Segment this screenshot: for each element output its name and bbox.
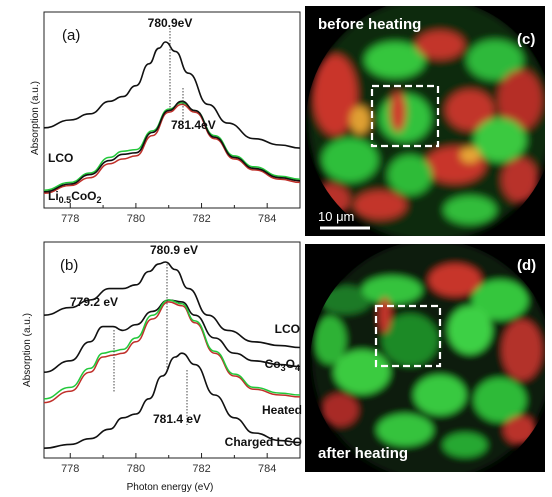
panel-b-axes: [43, 241, 301, 459]
panel-a-peak2-label: 781.4eV: [171, 118, 216, 132]
panel-a-xtick-label: 780: [127, 213, 145, 225]
panel-a-xtick-label: 782: [192, 213, 210, 225]
panel-a-series-1: [43, 102, 301, 191]
panel-a-frame: [43, 11, 301, 209]
panel-a-curve-label-lco: LCO: [48, 151, 73, 165]
panel-b-xtick-label: 778: [61, 463, 79, 475]
panel-c-label: (c): [517, 31, 535, 48]
panel-a-series-0: [43, 41, 301, 149]
panel-a-series-3: [43, 100, 301, 193]
panel-b-peak-right-label: 781.4 eV: [153, 412, 201, 426]
panel-b-chart: 778 780 782 784 (b) 780.9 eV 779.2 eV 781.4…: [22, 241, 302, 493]
panel-b-xlabel: Photon energy (eV): [127, 482, 214, 493]
panel-b-series-3: [43, 299, 301, 400]
panel-c-micrograph: 10 μm before heating (c): [305, 6, 545, 236]
panel-b-series-1: [43, 299, 301, 373]
panel-b-series: [43, 261, 301, 449]
panel-a-chart: 778 780 782 784 (a) 780.9eV 781.4eV LCO Li0…: [30, 11, 301, 225]
panel-a-xtick-label: 784: [258, 213, 276, 225]
panel-d-roi-box: [374, 304, 442, 368]
panel-c-roi-box: [370, 84, 440, 148]
panel-b-label: (b): [60, 257, 78, 274]
panel-d-caption: after heating: [318, 445, 408, 462]
panel-a-xtick-label: 778: [61, 213, 79, 225]
panel-a-ticks: 778 780 782 784: [61, 203, 276, 225]
panel-a-peak1-label: 780.9eV: [148, 16, 193, 30]
panel-a-series-2: [43, 103, 301, 195]
panel-b-ylabel: Absorption (a.u.): [22, 313, 33, 387]
panel-a-curve-label-li: Li0.5CoO2: [48, 189, 102, 205]
panel-a-series: [43, 41, 301, 195]
panel-b-xtick-label: 780: [127, 463, 145, 475]
panel-d-micrograph: after heating (d): [305, 244, 545, 472]
panel-b-series-0: [43, 261, 301, 349]
panel-a-ylabel: Absorption (a.u.): [30, 81, 41, 155]
panel-b-ticks: 778 780 782 784: [61, 453, 276, 475]
panel-b-curve-label-charged: Charged LCO: [225, 435, 302, 449]
panel-b-frame: [43, 241, 301, 459]
panel-b-xtick-label: 782: [192, 463, 210, 475]
panel-b-peak-left-label: 779.2 eV: [70, 295, 118, 309]
panel-a-label: (a): [62, 27, 80, 44]
panel-d-label: (d): [517, 257, 536, 274]
panel-c-scalebar-label: 10 μm: [318, 209, 354, 224]
panel-b-curve-label-lco: LCO: [275, 322, 300, 336]
panel-b-curve-label-heated: Heated: [262, 403, 302, 417]
panel-b-peak-top-label: 780.9 eV: [150, 243, 198, 257]
panel-c-caption: before heating: [318, 16, 421, 33]
panel-b-series-4: [43, 352, 301, 449]
panel-b-xtick-label: 784: [258, 463, 276, 475]
panel-b-curve-label-co3o4: Co3O4: [265, 357, 300, 373]
panel-a-axes: [43, 11, 301, 209]
panel-b-series-2: [43, 301, 301, 404]
